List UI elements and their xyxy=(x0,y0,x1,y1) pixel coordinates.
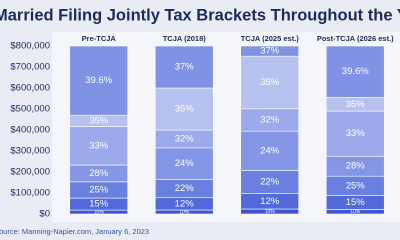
y-tick-label: $200,000 xyxy=(10,167,50,178)
bar-segment xyxy=(154,45,214,89)
column-label: TCJA (2025 est.) xyxy=(241,34,300,43)
y-tick-label: $800,000 xyxy=(10,41,50,52)
y-tick-label: $0 xyxy=(39,209,50,220)
segment-label: 10% xyxy=(265,209,276,215)
bar-segment xyxy=(240,130,300,171)
bar-segment xyxy=(69,126,129,166)
segment-label: 28% xyxy=(89,168,109,179)
segment-label: 25% xyxy=(89,184,109,195)
segment-label: 37% xyxy=(175,62,195,73)
column-label: TCJA (2018) xyxy=(163,34,207,43)
column-label: Pre-TCJA xyxy=(82,34,117,43)
bar-segment xyxy=(240,45,300,57)
segment-label: 35% xyxy=(346,99,366,110)
y-tick-label: $600,000 xyxy=(10,83,50,94)
segment-label: 35% xyxy=(175,104,195,115)
segment-label: 28% xyxy=(346,161,366,172)
segment-label: 24% xyxy=(260,145,280,156)
bar-segment xyxy=(325,45,385,98)
y-tick-label: $500,000 xyxy=(10,104,50,115)
segment-label: 37% xyxy=(260,46,280,57)
segment-label: 22% xyxy=(175,183,195,194)
column-label: Post-TCJA (2026 est.) xyxy=(317,34,394,43)
segment-label: 15% xyxy=(89,199,109,210)
segment-label: 39.6% xyxy=(85,75,112,86)
segment-label: 12% xyxy=(175,198,195,209)
segment-label: 33% xyxy=(346,128,366,139)
segment-label: 10% xyxy=(179,209,190,215)
segment-label: 12% xyxy=(260,196,280,207)
segment-label: 10% xyxy=(350,209,361,215)
segment-label: 32% xyxy=(260,114,280,125)
y-tick-label: $400,000 xyxy=(10,125,50,136)
bar-segment xyxy=(69,45,129,116)
segment-label: 25% xyxy=(346,180,366,191)
bar-segment xyxy=(154,87,214,131)
chart-title: Married Filing Jointly Tax Brackets Thro… xyxy=(0,6,400,24)
segment-label: 35% xyxy=(260,77,280,88)
bar-segment xyxy=(240,55,300,110)
segment-label: 10% xyxy=(94,209,105,215)
bar-segment xyxy=(154,147,214,180)
segment-label: 35% xyxy=(89,115,109,126)
segment-label: 39.6% xyxy=(342,66,369,77)
segment-label: 15% xyxy=(346,197,366,208)
y-tick-label: $100,000 xyxy=(10,188,50,199)
segment-label: 33% xyxy=(89,140,109,151)
segment-label: 22% xyxy=(260,177,280,188)
source-note: Source: Manning-Napier.com, January 6, 2… xyxy=(0,227,149,236)
segment-label: 32% xyxy=(175,133,195,144)
y-tick-label: $300,000 xyxy=(10,146,50,157)
segment-label: 24% xyxy=(175,158,195,169)
bar-segment xyxy=(325,110,385,157)
y-tick-label: $700,000 xyxy=(10,62,50,73)
